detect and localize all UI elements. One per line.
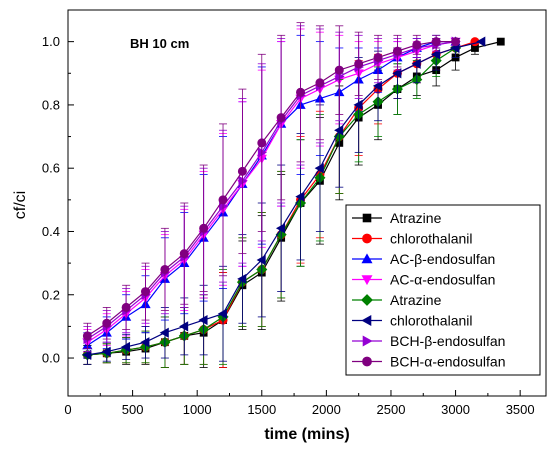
data-point (353, 99, 363, 111)
data-point (334, 125, 344, 136)
data-point (160, 264, 170, 274)
legend-box (345, 204, 541, 376)
data-point (476, 36, 486, 47)
x-tick-label: 2500 (377, 402, 406, 417)
legend-marker (362, 233, 372, 244)
data-point (372, 80, 382, 92)
data-point (275, 223, 286, 234)
legend-marker (361, 294, 373, 306)
series-line (87, 41, 501, 356)
y-axis-label: cf/ci (12, 191, 29, 219)
data-point (179, 249, 189, 259)
data-point (238, 175, 248, 186)
data-point (451, 37, 461, 47)
data-point (256, 254, 266, 266)
x-tick-label: 0 (64, 402, 71, 417)
y-tick-label: 0.2 (42, 287, 60, 302)
legend-marker (361, 275, 373, 286)
data-point (373, 52, 383, 62)
data-point (257, 147, 267, 158)
data-point (121, 302, 131, 312)
data-point (198, 314, 208, 326)
legend-label: AC-β-endosulfan (390, 251, 495, 267)
legend-label: AC-α-endosulfan (390, 272, 495, 288)
legend-label: BCH-α-endosulfan (390, 354, 505, 370)
data-point (237, 166, 247, 176)
data-point (334, 65, 344, 75)
y-tick-label: 0.6 (42, 161, 60, 176)
data-point (141, 287, 151, 297)
y-tick-label: 0.0 (42, 351, 60, 366)
y-tick-label: 0.4 (42, 224, 60, 239)
legend-label: BCH-β-endosulfan (390, 333, 505, 349)
data-point (296, 87, 306, 97)
data-point (430, 49, 441, 60)
x-tick-label: 2000 (312, 402, 341, 417)
data-point (411, 58, 421, 69)
data-point (159, 327, 169, 338)
data-point (314, 163, 324, 174)
series-layer (81, 22, 505, 368)
data-point (217, 308, 227, 319)
data-point (218, 195, 228, 205)
axis-layer: 0 500 1000 1500 2000 2500 3000 3500 0.0 0.2 0.4 0.6… (42, 9, 535, 417)
data-point (82, 349, 92, 360)
legend-label: chlorothalanil (390, 313, 473, 329)
data-point (412, 40, 422, 50)
legend-label: Atrazine (390, 292, 442, 308)
data-point (392, 68, 402, 79)
legend: Atrazine chlorothalanil AC-β-endosulfan AC-… (345, 204, 541, 376)
x-tick-label: 3000 (441, 402, 470, 417)
y-tick-label: 1.0 (42, 34, 60, 49)
data-point (140, 337, 150, 348)
legend-marker (362, 335, 373, 347)
data-point (102, 318, 112, 328)
series-6 (82, 36, 486, 365)
data-point (276, 113, 286, 123)
data-point (315, 78, 325, 88)
legend-label: Atrazine (390, 210, 442, 226)
legend-marker (361, 314, 372, 327)
data-point (354, 59, 364, 69)
x-axis-label: time (mins) (264, 426, 349, 443)
x-tick-label: 1500 (247, 402, 276, 417)
plot-frame (67, 9, 547, 397)
data-point (120, 341, 131, 353)
data-point (257, 138, 267, 148)
x-tick-label: 3500 (506, 402, 535, 417)
y-tick-label: 0.8 (42, 97, 60, 112)
legend-label: chlorothalanil (390, 231, 473, 247)
data-point (199, 223, 209, 233)
data-point (295, 191, 305, 202)
x-tick-label: 500 (122, 402, 144, 417)
x-tick-label: 1000 (183, 402, 212, 417)
data-point (179, 321, 189, 332)
data-point (82, 331, 92, 341)
chart-title: BH 10 cm (130, 36, 189, 51)
series-8 (82, 22, 461, 349)
legend-marker (361, 253, 373, 264)
data-point (431, 37, 441, 47)
data-point (237, 273, 247, 285)
data-point (101, 346, 111, 357)
legend-marker (362, 213, 372, 223)
legend-marker (362, 356, 372, 367)
data-point (496, 37, 505, 46)
data-point (392, 46, 402, 56)
